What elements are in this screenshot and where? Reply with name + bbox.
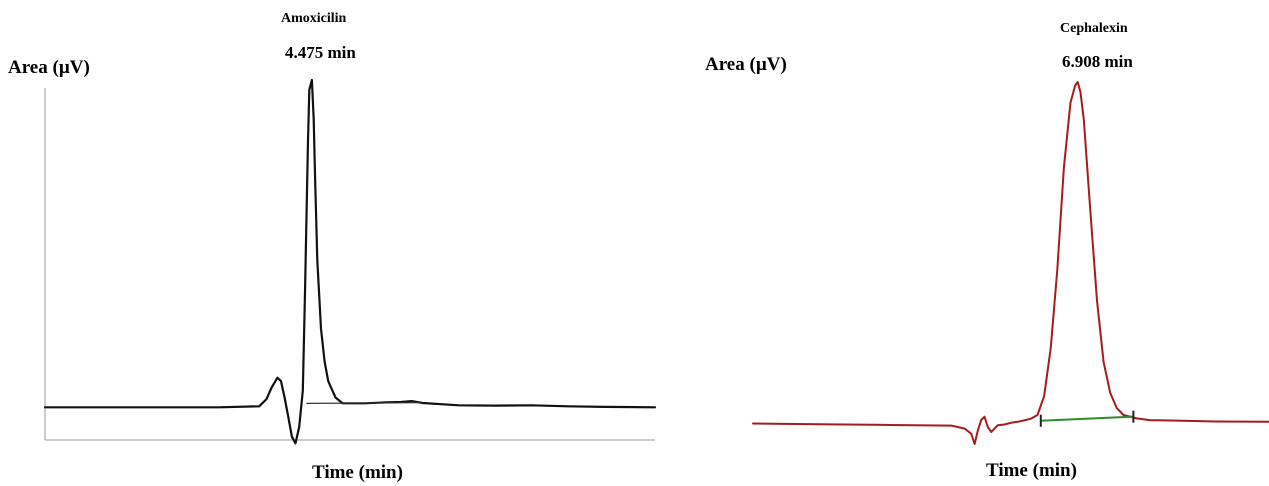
integration-baseline bbox=[1040, 415, 1134, 422]
x-axis-label: Time (min) bbox=[312, 462, 403, 483]
y-axis-label: Area (µV) bbox=[705, 54, 787, 75]
peak-label-retention-time: 4.475 min bbox=[285, 43, 356, 62]
integration-baseline bbox=[306, 402, 423, 404]
chromatogram-trace-0 bbox=[752, 81, 1269, 445]
peak-label-retention-time: 6.908 min bbox=[1062, 52, 1133, 71]
chromatogram-plot-amoxicilin bbox=[43, 78, 657, 445]
peak-label-name: Amoxicilin bbox=[281, 11, 347, 26]
chromatogram-panel-amoxicilin: Area (µV) Amoxicilin 4.475 min Time (min… bbox=[8, 11, 657, 483]
chromatogram-trace-0 bbox=[43, 78, 657, 445]
y-axis-label: Area (µV) bbox=[8, 57, 90, 78]
chromatogram-panel-cephalexin: Area (µV) Cephalexin 6.908 min Time (min… bbox=[690, 0, 1269, 486]
x-axis-label: Time (min) bbox=[986, 460, 1077, 481]
peak-label-name: Cephalexin bbox=[1060, 21, 1128, 36]
chromatogram-plot-cephalexin bbox=[752, 81, 1269, 445]
